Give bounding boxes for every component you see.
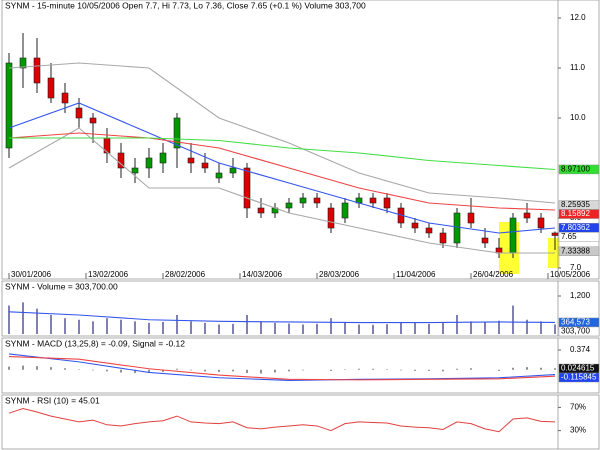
candle-body	[75, 107, 83, 119]
y-tick-label: 11.0	[570, 63, 586, 72]
candle-body	[369, 197, 377, 204]
x-tick-label: 11/04/2006	[396, 270, 436, 279]
candle-body	[89, 117, 97, 124]
x-tick-label: 28/02/2006	[165, 270, 206, 279]
value-tag	[558, 209, 600, 219]
x-tick-label: 26/04/2006	[473, 270, 514, 279]
candle-body	[215, 172, 223, 179]
candle-body	[47, 77, 55, 99]
value-tag	[558, 246, 600, 257]
candle-body	[313, 197, 321, 204]
value-tag-label: 7.33388	[561, 246, 590, 255]
candle-body	[299, 197, 307, 204]
candle-body	[229, 167, 237, 174]
y-tick-label: 10.0	[570, 113, 586, 122]
candle-body	[257, 207, 265, 214]
value-tag-label: 303,700	[561, 327, 590, 336]
overlay-line	[8, 311, 556, 324]
candle-body	[327, 207, 335, 229]
candle-body	[117, 152, 125, 169]
candle-body	[425, 227, 433, 234]
y-tick-label: 7.0	[570, 263, 582, 272]
candle-body	[481, 237, 489, 244]
x-tick-label: 14/03/2006	[242, 270, 283, 279]
value-tag-label: -0.115845	[561, 373, 597, 382]
overlay-line	[8, 353, 556, 381]
y-tick-label: 12.0	[570, 13, 586, 22]
candle-body	[131, 167, 139, 174]
overlay-line	[9, 137, 556, 171]
candle-body	[243, 167, 251, 209]
y-tick-label: 0.374	[570, 345, 591, 354]
panel-title: SYNM - RSI (10) = 45.01	[5, 395, 100, 405]
candle-body	[523, 212, 531, 219]
overlay-line	[8, 102, 556, 234]
candle-body	[411, 222, 419, 229]
value-tag-label: 8.15892	[561, 209, 590, 218]
candle-body	[19, 57, 27, 69]
candle-body	[341, 202, 349, 219]
value-tag-label: 364,573	[561, 318, 590, 327]
panel-title: SYNM - MACD (13,25,8) = -0.09, Signal = …	[5, 338, 185, 348]
candle-body	[33, 57, 41, 84]
candle-body	[509, 217, 517, 254]
x-tick-label: 30/01/2006	[11, 270, 52, 279]
candle-body	[453, 212, 461, 244]
candle-body	[467, 212, 475, 224]
panel-title: SYNM - 15-minute 10/05/2006 Open 7.7, Hi…	[5, 0, 366, 10]
value-tag	[558, 164, 600, 175]
candle-body	[537, 217, 545, 229]
value-tag-label: 7.65	[561, 232, 577, 241]
candle-body	[187, 157, 195, 164]
panel-frame	[1, 394, 600, 450]
candle-body	[551, 232, 559, 236]
overlay-line	[8, 356, 556, 381]
x-tick-label: 10/05/2006	[550, 270, 591, 279]
candle-body	[159, 152, 167, 164]
value-tag	[558, 232, 600, 242]
candle-body	[383, 197, 391, 209]
panel-title: SYNM - Volume = 303,700.00	[5, 281, 118, 291]
candle-body	[61, 92, 69, 104]
y-tick-label: 30%	[570, 426, 586, 435]
overlay-line	[8, 132, 556, 211]
overlay-line	[8, 127, 555, 254]
y-tick-label: 1,200	[570, 291, 591, 300]
value-tag-label: 0.024615	[561, 364, 595, 373]
overlay-line	[8, 62, 556, 204]
rsi-line	[8, 408, 556, 433]
candle-body	[201, 162, 209, 169]
value-tag	[558, 326, 600, 337]
y-tick-label: 70%	[570, 403, 586, 412]
value-tag-label: 7.80362	[561, 223, 590, 232]
panel-frame	[1, 0, 600, 280]
value-tag	[558, 372, 600, 383]
candle-body	[5, 62, 13, 149]
candle-body	[173, 117, 181, 149]
value-tag-label: 8.97100	[561, 165, 590, 174]
panel-frame	[1, 280, 600, 337]
value-tag-label: 8.25935	[561, 200, 590, 209]
x-tick-label: 13/02/2006	[88, 270, 129, 279]
candle-body	[439, 232, 447, 244]
candle-body	[145, 157, 153, 169]
candle-body	[285, 202, 293, 209]
x-tick-label: 28/03/2006	[319, 270, 360, 279]
